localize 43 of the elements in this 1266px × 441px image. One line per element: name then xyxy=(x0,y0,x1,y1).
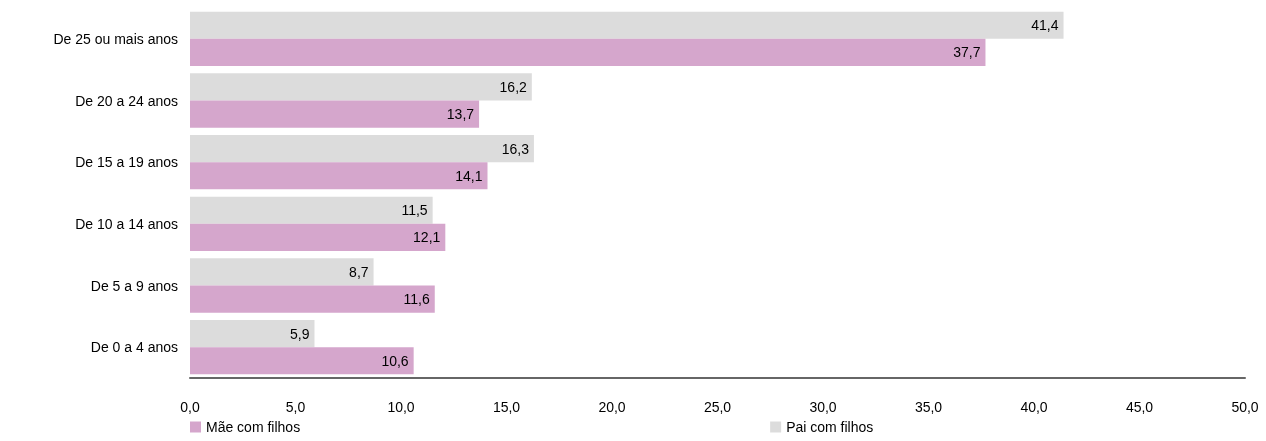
legend-label: Mãe com filhos xyxy=(206,419,301,435)
data-label: 5,9 xyxy=(290,325,310,342)
bar xyxy=(190,196,433,224)
bar xyxy=(190,162,488,190)
data-label: 11,6 xyxy=(403,291,430,308)
data-label: 12,1 xyxy=(413,229,441,246)
x-tick-label: 0,0 xyxy=(180,399,200,415)
x-tick-label: 40,0 xyxy=(1020,399,1048,415)
x-tick-label: 50,0 xyxy=(1231,399,1259,415)
legend-label: Pai com filhos xyxy=(786,419,874,435)
x-tick-label: 30,0 xyxy=(809,399,837,415)
data-label: 8,7 xyxy=(349,263,369,280)
x-tick-label: 35,0 xyxy=(914,399,943,415)
bar xyxy=(190,258,374,286)
bar xyxy=(190,223,446,251)
bar xyxy=(190,100,480,128)
data-label: 37,7 xyxy=(953,44,981,61)
x-tick-label: 10,0 xyxy=(387,399,415,415)
data-label: 10,6 xyxy=(381,352,409,369)
bar xyxy=(190,285,435,313)
y-tick-label: De 0 a 4 anos xyxy=(90,339,178,356)
data-label: 14,1 xyxy=(455,167,483,184)
x-tick-label: 20,0 xyxy=(598,399,626,415)
x-tick-label: 45,0 xyxy=(1125,399,1154,415)
bar xyxy=(190,347,414,375)
y-tick-label: De 25 ou mais anos xyxy=(53,30,178,47)
y-tick-label: De 10 a 14 anos xyxy=(75,215,178,232)
bar xyxy=(190,135,534,163)
data-label: 16,2 xyxy=(499,78,528,95)
bar xyxy=(190,73,532,101)
data-label: 41,4 xyxy=(1031,17,1059,34)
data-label: 13,7 xyxy=(446,106,475,123)
bar xyxy=(190,11,1064,39)
x-tick-label: 15,0 xyxy=(492,399,521,415)
y-tick-label: De 5 a 9 anos xyxy=(90,277,178,294)
bar xyxy=(190,38,986,66)
bar xyxy=(190,320,315,348)
data-label: 11,5 xyxy=(401,202,428,219)
y-tick-label: De 15 a 19 anos xyxy=(75,154,178,171)
data-label: 16,3 xyxy=(501,140,530,157)
x-tick-label: 5,0 xyxy=(285,399,306,415)
x-tick-label: 25,0 xyxy=(703,399,732,415)
y-tick-label: De 20 a 24 anos xyxy=(75,92,178,109)
